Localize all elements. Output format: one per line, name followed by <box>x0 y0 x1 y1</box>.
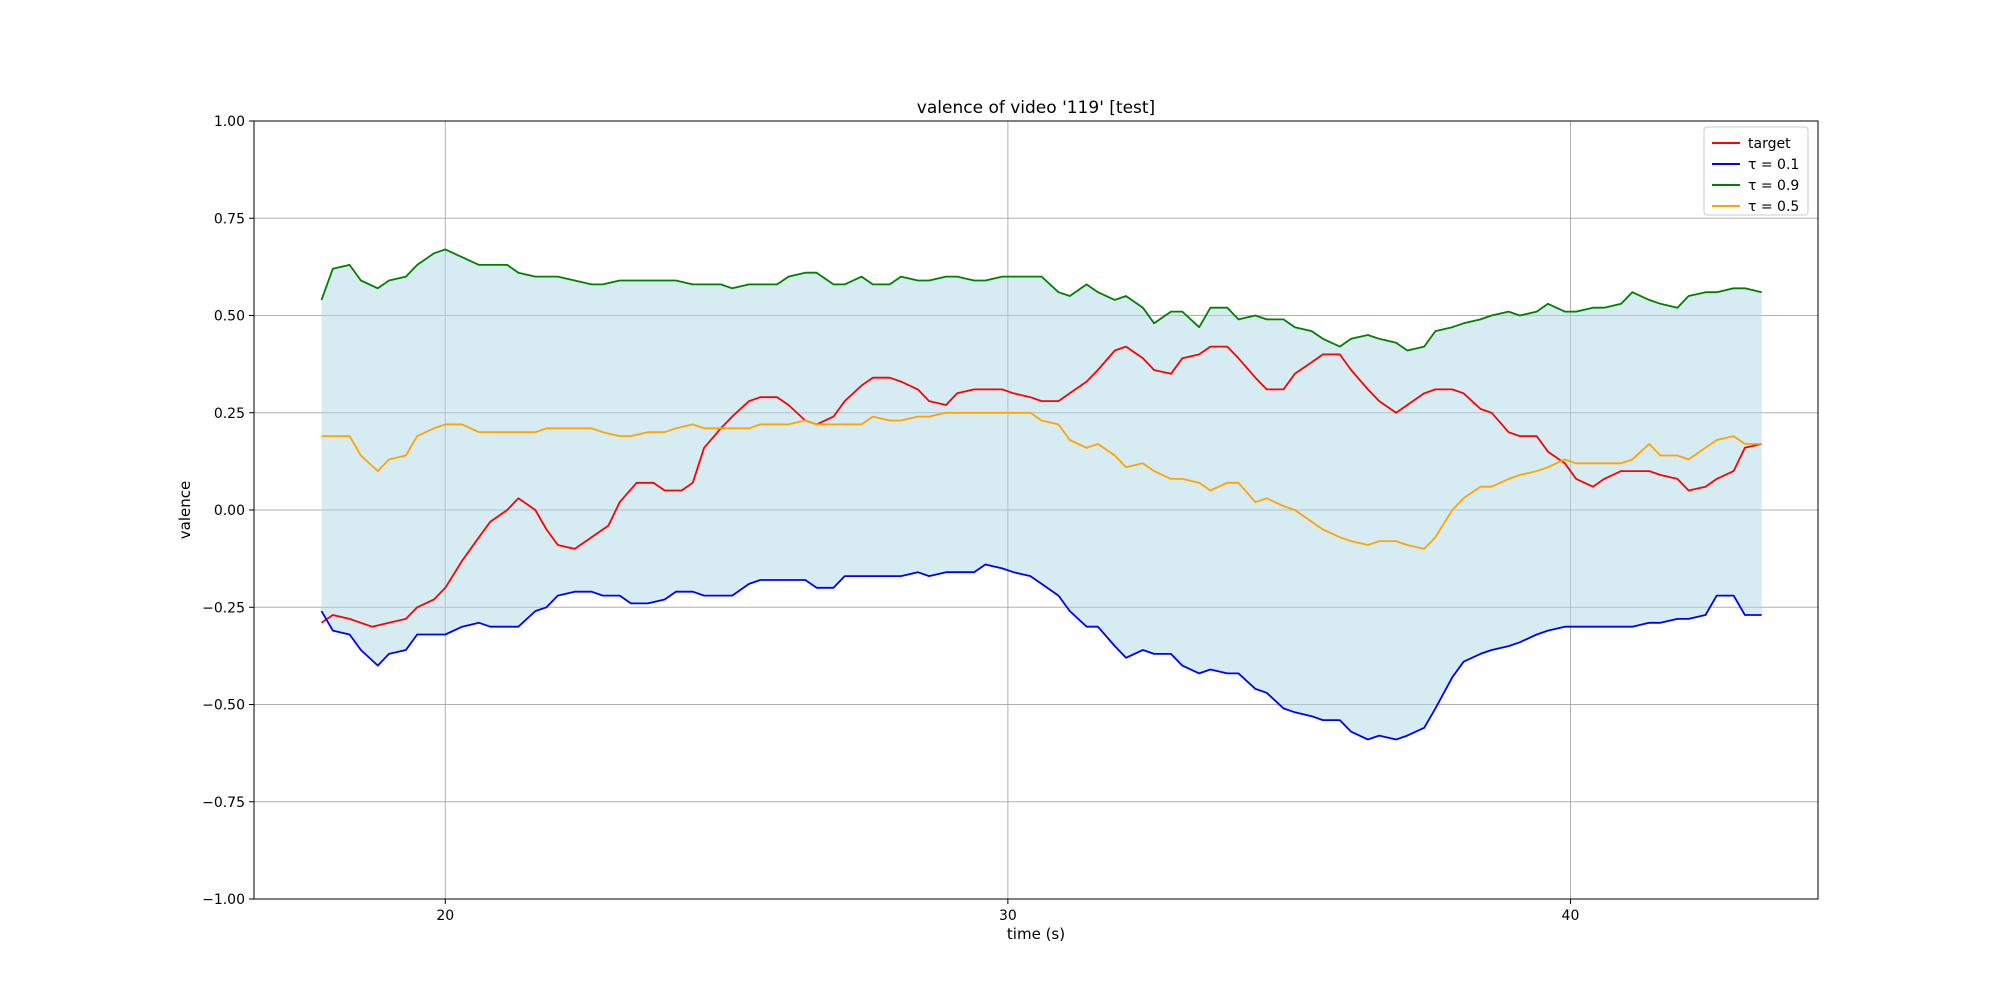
y-tick-label: −0.25 <box>202 600 245 616</box>
legend-box <box>1703 126 1809 216</box>
y-tick-label: −0.75 <box>202 795 245 811</box>
series-line-tau-0-9 <box>320 248 1762 352</box>
y-tick-label: 1.00 <box>214 114 245 130</box>
quantile-band-area <box>321 249 1762 740</box>
legend-label-tau-0-1: τ = 0.1 <box>1748 157 1799 173</box>
series-line-tau-0-5 <box>321 411 1762 550</box>
legend: target τ = 0.1 τ = 0.9 τ = 0.5 <box>1703 126 1809 216</box>
legend-label-tau-0-5: τ = 0.5 <box>1748 199 1799 215</box>
x-tick-label: 20 <box>436 908 454 924</box>
y-axis-ticks: −1.00 −0.75 −0.50 −0.25 0.00 0.25 0.50 0.75 1.00 <box>202 114 254 908</box>
quantile-band <box>321 249 1762 740</box>
x-tick-label: 40 <box>1562 908 1580 924</box>
y-tick-label: 0.75 <box>214 211 245 227</box>
y-tick-label: −0.50 <box>202 698 245 714</box>
series-line-target <box>320 345 1762 628</box>
x-axis-label: time (s) <box>1007 925 1065 943</box>
chart-title: valence of video '119' [test] <box>917 98 1155 118</box>
y-tick-label: 0.25 <box>214 406 245 422</box>
x-axis-ticks: 20 30 40 <box>436 899 1579 924</box>
series-lines <box>320 248 1762 741</box>
y-tick-label: 0.50 <box>214 309 245 325</box>
legend-label-target: target <box>1748 136 1791 152</box>
y-tick-label: −1.00 <box>202 892 245 908</box>
y-axis-label: valence <box>176 481 194 539</box>
legend-label-tau-0-9: τ = 0.9 <box>1748 178 1799 194</box>
x-tick-label: 30 <box>999 908 1017 924</box>
y-tick-label: 0.00 <box>214 503 245 519</box>
series-line-tau-0-1 <box>320 563 1762 741</box>
